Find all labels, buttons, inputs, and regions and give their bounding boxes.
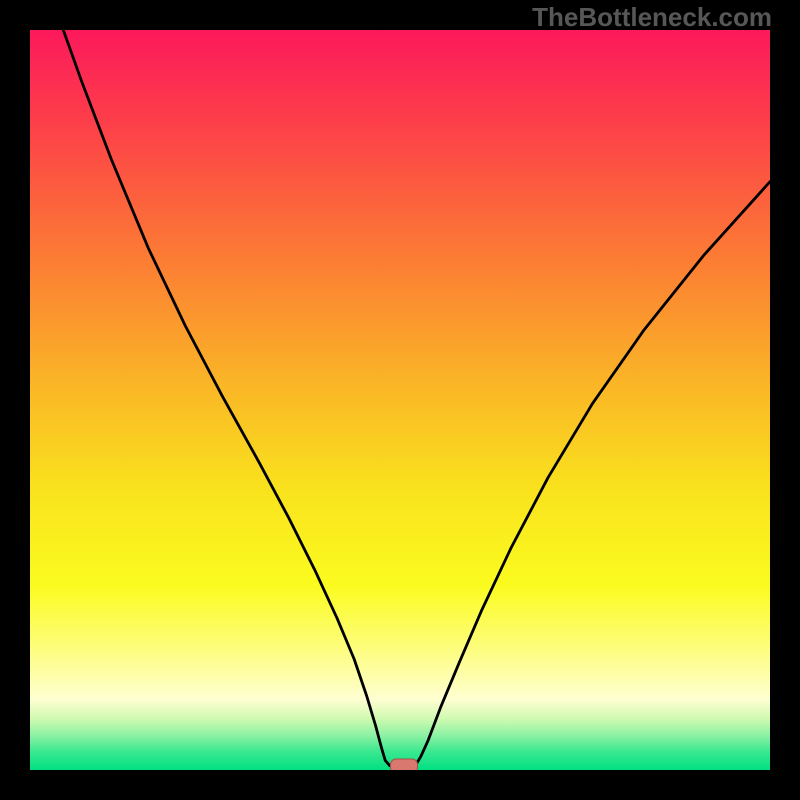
optimal-point-marker	[390, 759, 418, 770]
outer-frame	[30, 30, 770, 770]
source-watermark: TheBottleneck.com	[532, 2, 772, 33]
bottleneck-curve	[30, 30, 770, 770]
plot-area	[30, 30, 770, 770]
